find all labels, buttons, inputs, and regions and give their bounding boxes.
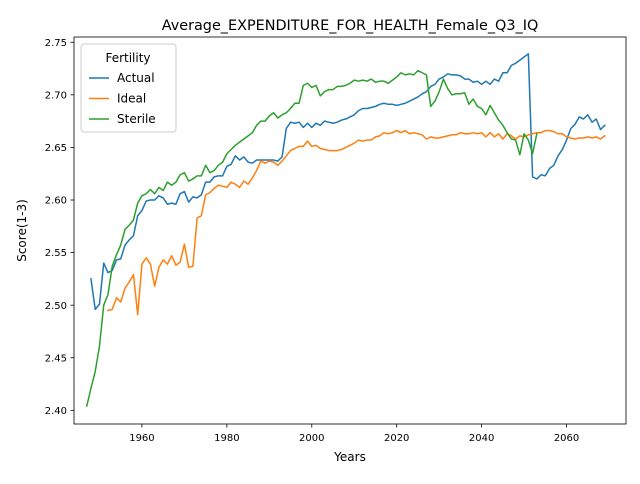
- y-tick-label: 2.70: [45, 90, 67, 101]
- y-tick-label: 2.45: [45, 353, 67, 364]
- legend: Fertility Actual Ideal Sterile: [80, 43, 177, 133]
- series-line-actual: [90, 53, 606, 311]
- y-tick-label: 2.50: [45, 301, 67, 312]
- legend-box: [80, 43, 177, 133]
- legend-title: Fertility: [105, 51, 150, 65]
- x-tick-label: 1980: [214, 433, 239, 444]
- y-axis: 2.40 2.45 2.50 2.55 2.60 2.65 2.70 2.75: [45, 38, 74, 417]
- legend-label-sterile: Sterile: [117, 112, 156, 126]
- y-tick-label: 2.40: [45, 406, 67, 417]
- y-tick-label: 2.65: [45, 143, 67, 154]
- plot-frame: [73, 36, 627, 425]
- plot-lines: [85, 53, 606, 408]
- legend-entries: Actual Ideal Sterile: [89, 71, 156, 126]
- series-line-ideal: [107, 129, 606, 316]
- legend-label-ideal: Ideal: [117, 92, 146, 106]
- x-tick-label: 2040: [469, 433, 494, 444]
- x-tick-label: 1960: [129, 433, 154, 444]
- x-tick-label: 2000: [299, 433, 324, 444]
- x-tick-label: 2020: [384, 433, 409, 444]
- y-tick-label: 2.60: [45, 196, 67, 207]
- legend-label-actual: Actual: [117, 71, 155, 85]
- y-tick-label: 2.75: [45, 38, 67, 49]
- x-tick-label: 2060: [554, 433, 579, 444]
- x-axis: 1960 1980 2000 2020 2040 2060: [129, 424, 579, 444]
- x-axis-label: Years: [333, 450, 366, 464]
- y-tick-label: 2.55: [45, 248, 67, 259]
- series-line-sterile: [85, 69, 538, 408]
- y-axis-label: Score(1-3): [15, 199, 29, 262]
- chart-title: Average_EXPENDITURE_FOR_HEALTH_Female_Q3…: [162, 18, 539, 34]
